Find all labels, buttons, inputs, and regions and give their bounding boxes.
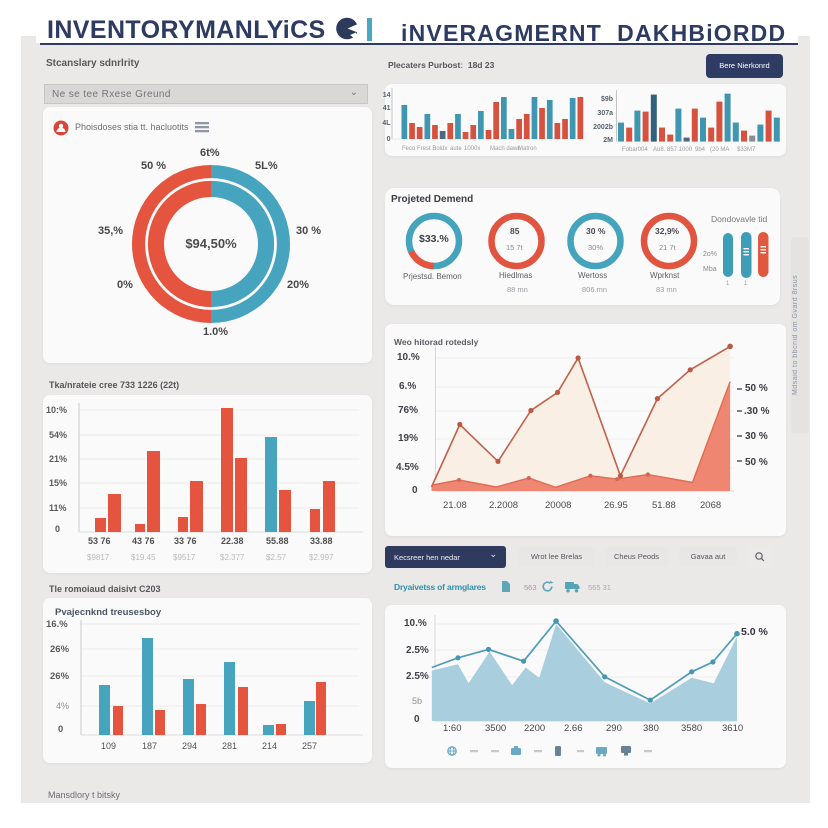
svg-text:Feco Frest Boldx: Feco Frest Boldx bbox=[402, 146, 447, 152]
svg-text:14: 14 bbox=[383, 92, 391, 99]
svg-text:$33M7: $33M7 bbox=[737, 147, 756, 153]
svg-text:1: 1 bbox=[744, 281, 748, 287]
svg-text:Matron: Matron bbox=[518, 146, 537, 152]
svg-text:1: 1 bbox=[726, 281, 730, 287]
svg-text:0: 0 bbox=[387, 136, 391, 143]
svg-text:2M: 2M bbox=[603, 137, 613, 144]
svg-text:(20 MA: (20 MA bbox=[710, 147, 729, 153]
svg-text:2002b: 2002b bbox=[593, 124, 613, 131]
svg-text:41: 41 bbox=[383, 105, 391, 112]
svg-text:9b4: 9b4 bbox=[695, 147, 706, 153]
svg-text:1000x: 1000x bbox=[464, 146, 480, 152]
svg-text:Fobar004: Fobar004 bbox=[622, 147, 648, 153]
svg-text:aute: aute bbox=[450, 146, 462, 152]
svg-text:307a: 307a bbox=[597, 110, 613, 117]
svg-text:4L: 4L bbox=[382, 120, 391, 127]
svg-text:Au8. 857 1000: Au8. 857 1000 bbox=[653, 147, 693, 153]
svg-text:$9b: $9b bbox=[601, 96, 613, 103]
svg-text:Mach dawn: Mach dawn bbox=[490, 146, 521, 152]
